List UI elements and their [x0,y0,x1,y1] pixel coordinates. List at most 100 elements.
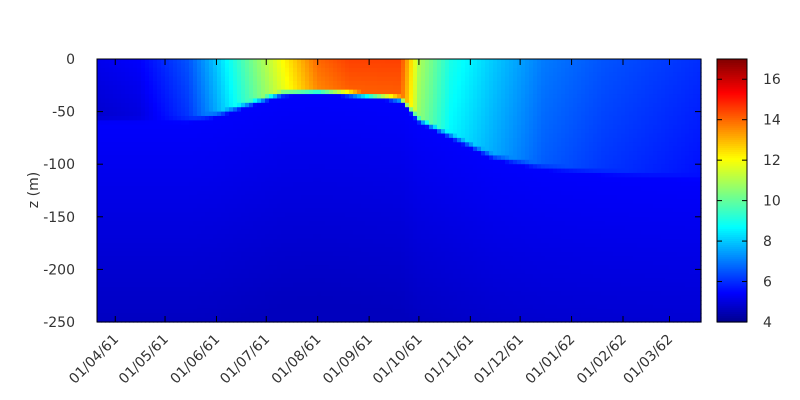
heatmap-cell [285,190,290,196]
heatmap-cell [265,308,270,314]
heatmap-cell [381,159,386,165]
heatmap-cell [265,142,270,148]
heatmap-cell [241,247,246,253]
heatmap-cell [273,80,278,86]
heatmap-cell [425,229,430,235]
heatmap-cell [241,269,246,275]
heatmap-cell [277,295,282,301]
heatmap-cell [169,164,174,170]
heatmap-cell [137,256,142,262]
heatmap-cell [169,212,174,218]
heatmap-cell [253,190,258,196]
heatmap-cell [153,216,158,222]
heatmap-cell [361,80,366,86]
heatmap-cell [109,133,114,139]
heatmap-cell [149,313,154,319]
heatmap-cell [313,137,318,143]
heatmap-cell [105,164,110,170]
heatmap-cell [409,111,414,117]
heatmap-cell [209,212,214,218]
heatmap-cell [305,286,310,292]
heatmap-cell [353,146,358,152]
heatmap-cell [261,146,266,152]
heatmap-cell [117,137,122,143]
heatmap-cell [121,278,126,284]
heatmap-cell [329,107,334,113]
heatmap-cell [141,85,146,91]
heatmap-cell [237,238,242,244]
heatmap-cell [253,212,258,218]
heatmap-cell [397,291,402,297]
heatmap-cell [289,94,294,100]
heatmap-cell [197,247,202,253]
heatmap-cell [381,229,386,235]
heatmap-cell [373,102,378,108]
heatmap-cell [393,282,398,288]
heatmap-cell [397,190,402,196]
heatmap-cell [185,159,190,165]
heatmap-cell [197,216,202,222]
heatmap-cell [161,177,166,183]
heatmap-cell [353,85,358,91]
heatmap-cell [273,177,278,183]
heatmap-cell [341,265,346,270]
heatmap-cell [113,199,118,205]
heatmap-cell [305,251,310,257]
heatmap-cell [173,98,178,104]
heatmap-cell [229,225,234,231]
heatmap-cell [113,120,118,126]
heatmap-cell [221,168,226,174]
heatmap-cell [329,94,334,100]
heatmap-cell [213,273,218,279]
heatmap-cell [317,286,322,292]
heatmap-cell [253,67,258,73]
heatmap-cell [357,256,362,262]
heatmap-cell [321,234,326,240]
heatmap-cell [121,89,126,95]
heatmap-cell [249,304,254,310]
heatmap-cell [185,208,190,214]
heatmap-cell [365,133,370,139]
heatmap-cell [325,172,330,178]
heatmap-cell [317,304,322,310]
heatmap-cell [149,102,154,108]
heatmap-cell [333,120,338,126]
heatmap-cell [409,291,414,297]
heatmap-cell [197,72,202,78]
heatmap-cell [429,115,434,121]
heatmap-cell [109,304,114,310]
heatmap-cell [113,155,118,161]
heatmap-cell [273,72,278,78]
heatmap-cell [381,133,386,139]
heatmap-cell [201,300,206,306]
heatmap-cell [97,164,102,170]
heatmap-cell [409,194,414,200]
heatmap-cell [121,129,126,135]
heatmap-cell [141,155,146,161]
heatmap-cell [97,273,102,279]
heatmap-cell [385,295,390,301]
heatmap-cell [285,142,290,148]
heatmap-cell [297,186,302,192]
heatmap-cell [125,102,130,108]
heatmap-cell [333,129,338,135]
heatmap-cell [113,181,118,187]
heatmap-cell [385,111,390,117]
heatmap-cell [221,59,226,64]
heatmap-cell [209,291,214,297]
heatmap-cell [201,221,206,227]
heatmap-cell [381,212,386,218]
heatmap-cell [329,80,334,86]
heatmap-cell [109,107,114,113]
heatmap-cell [109,225,114,231]
heatmap-cell [253,238,258,244]
heatmap-cell [161,172,166,178]
heatmap-cell [101,225,106,231]
heatmap-cell [301,317,306,323]
heatmap-cell [353,208,358,214]
heatmap-cell [273,137,278,143]
heatmap-cell [389,286,394,292]
heatmap-cell [297,256,302,262]
heatmap-cell [229,313,234,319]
heatmap-cell [153,111,158,117]
